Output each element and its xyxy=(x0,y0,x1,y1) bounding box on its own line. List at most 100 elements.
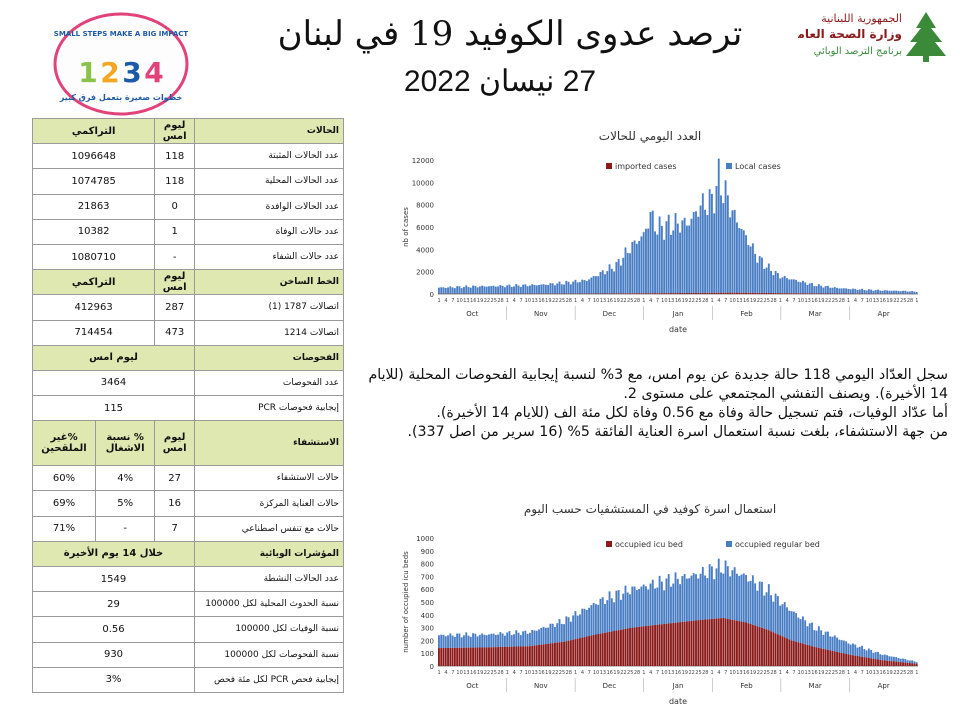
bar xyxy=(761,257,763,293)
bar xyxy=(540,284,543,294)
bar xyxy=(649,293,652,294)
bar xyxy=(519,286,522,294)
bar xyxy=(695,620,697,666)
x-tick-label: 22 xyxy=(825,670,831,676)
cell-unvaccinated: 71% xyxy=(31,515,97,542)
bar xyxy=(685,225,688,293)
y-tick-label: 300 xyxy=(421,625,434,633)
bar xyxy=(795,279,798,294)
bar xyxy=(824,631,827,650)
bar xyxy=(619,629,622,666)
bar xyxy=(660,225,663,294)
bar xyxy=(626,592,629,629)
bar xyxy=(583,608,586,638)
cell-occupancy: - xyxy=(95,515,156,542)
x-tick-label: 1 xyxy=(438,298,441,304)
bar xyxy=(656,293,659,294)
x-tick-label: 10 xyxy=(866,670,872,676)
x-tick-label: 1 xyxy=(847,298,850,304)
bar xyxy=(870,289,873,294)
bar xyxy=(747,623,750,666)
bar xyxy=(774,293,777,294)
bar xyxy=(761,581,763,628)
bar xyxy=(672,583,675,623)
bar xyxy=(915,662,918,664)
bar xyxy=(610,631,613,666)
legend-label: Local cases xyxy=(735,162,781,171)
bar xyxy=(465,632,468,648)
bar xyxy=(883,290,886,294)
bar xyxy=(485,635,488,648)
bar xyxy=(674,213,677,294)
bar xyxy=(510,646,513,666)
bar xyxy=(563,641,565,666)
bar xyxy=(679,293,682,294)
header-tests: الفحوصات xyxy=(194,344,344,371)
bar xyxy=(460,288,463,294)
bar xyxy=(692,620,695,666)
cell-total: 412963 xyxy=(31,294,156,321)
bar xyxy=(820,648,823,666)
bar xyxy=(758,581,761,628)
bar xyxy=(701,567,704,620)
x-tick-label: 10 xyxy=(798,298,804,304)
row-label: إيجابية فحص PCR لكل مئة فحص xyxy=(194,666,344,693)
bar xyxy=(617,630,620,666)
bar xyxy=(756,262,759,293)
bar xyxy=(681,293,684,294)
bar xyxy=(526,633,529,647)
bar xyxy=(560,284,563,294)
bar xyxy=(779,605,782,636)
x-tick-label: 1 xyxy=(711,670,714,676)
bar xyxy=(588,279,591,294)
bar xyxy=(679,232,682,294)
x-tick-label: 7 xyxy=(519,298,522,304)
bar xyxy=(544,284,547,294)
bar xyxy=(503,287,506,294)
bar xyxy=(738,292,741,294)
bar xyxy=(856,656,859,666)
bar xyxy=(456,286,459,294)
bar xyxy=(824,293,827,294)
bar xyxy=(863,289,866,294)
x-tick-label: 13 xyxy=(531,670,537,676)
x-tick-label: 1 xyxy=(915,670,918,676)
bar xyxy=(647,589,650,626)
bar xyxy=(472,633,474,648)
month-label: Feb xyxy=(740,310,753,318)
bar xyxy=(440,648,443,666)
bar xyxy=(742,573,745,623)
bar xyxy=(827,285,829,294)
bar xyxy=(592,602,595,636)
bar xyxy=(604,293,606,294)
ministry-line3: برنامج الترصد الوبائي xyxy=(814,46,902,57)
bar xyxy=(476,636,479,648)
bar xyxy=(751,624,754,666)
bar xyxy=(447,287,449,294)
bar xyxy=(474,633,477,648)
bar xyxy=(804,644,807,666)
x-tick-label: 4 xyxy=(854,298,857,304)
bar xyxy=(522,631,525,647)
bar xyxy=(683,292,686,294)
bar xyxy=(695,574,697,621)
bar xyxy=(624,585,627,629)
bar xyxy=(886,660,889,666)
bar xyxy=(783,602,786,638)
header-total: التراكمي xyxy=(31,269,156,296)
bar xyxy=(799,282,802,294)
legend-label: occupied regular bed xyxy=(735,540,820,549)
bar xyxy=(494,286,497,294)
x-tick-label: 22 xyxy=(893,670,899,676)
cell-total: 1074785 xyxy=(31,168,156,195)
bar xyxy=(442,648,445,666)
bar xyxy=(540,644,543,666)
x-tick-label: 7 xyxy=(792,670,795,676)
bar xyxy=(610,598,613,632)
bar xyxy=(663,590,666,625)
bar xyxy=(665,293,668,294)
bar xyxy=(472,285,474,294)
bar xyxy=(792,611,795,642)
x-tick-label: 1 xyxy=(847,670,850,676)
x-tick-label: 19 xyxy=(545,298,551,304)
